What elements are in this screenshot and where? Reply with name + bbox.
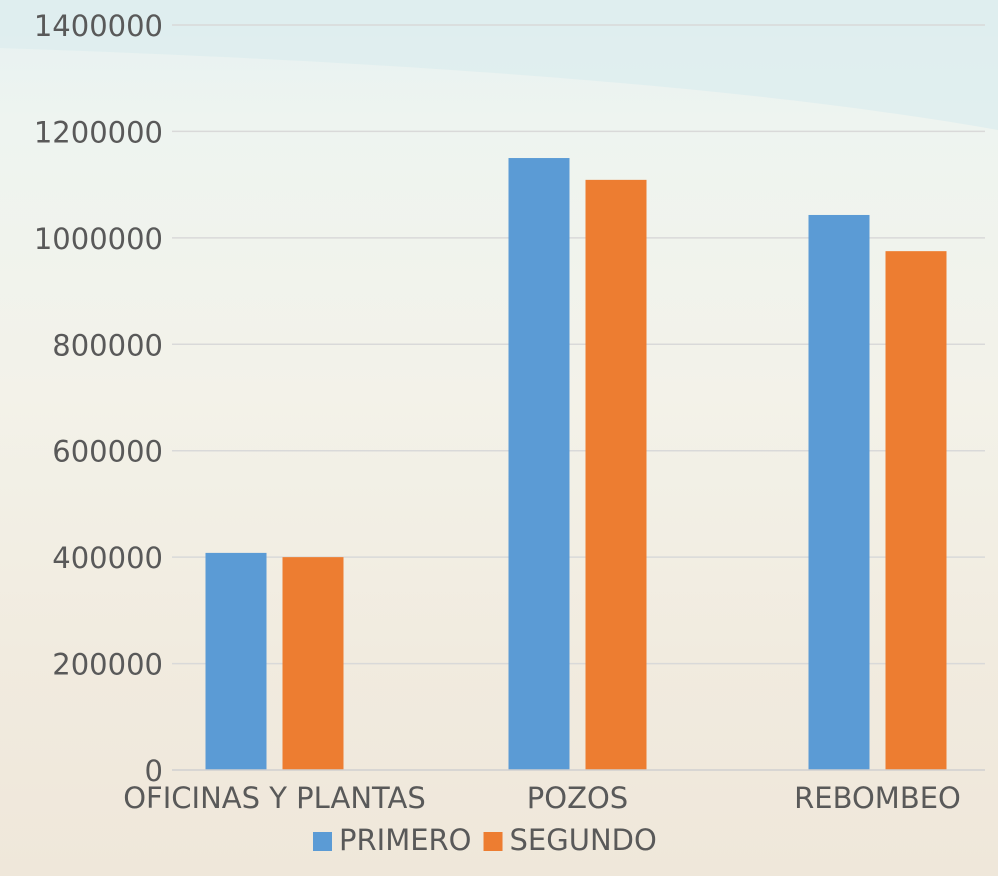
legend-label-primero: PRIMERO bbox=[339, 823, 472, 857]
x-category-label: REBOMBEO bbox=[794, 781, 961, 815]
x-axis-categories: OFICINAS Y PLANTAS POZOS REBOMBEO bbox=[123, 781, 961, 815]
bar-segundo-2 bbox=[885, 251, 947, 771]
y-tick-label: 400000 bbox=[52, 541, 163, 575]
legend-swatch-primero bbox=[313, 832, 332, 851]
y-tick-label: 1200000 bbox=[34, 115, 163, 149]
y-axis-ticks: 0 200000 400000 600000 800000 1000000 1200000 1… bbox=[34, 9, 163, 788]
bar-primero-1 bbox=[508, 158, 570, 771]
bar-primero-0 bbox=[205, 552, 267, 770]
bar-segundo-1 bbox=[585, 179, 647, 770]
y-tick-label: 1000000 bbox=[34, 222, 163, 256]
y-tick-label: 0 bbox=[145, 754, 163, 788]
y-tick-label: 1400000 bbox=[34, 9, 163, 43]
bars bbox=[205, 158, 947, 771]
legend: PRIMERO SEGUNDO bbox=[313, 823, 657, 857]
x-category-label: POZOS bbox=[527, 781, 628, 815]
y-tick-label: 600000 bbox=[52, 435, 163, 469]
legend-label-segundo: SEGUNDO bbox=[510, 823, 657, 857]
bar-segundo-0 bbox=[282, 557, 344, 770]
x-category-label: OFICINAS Y PLANTAS bbox=[123, 781, 426, 815]
bar-primero-2 bbox=[808, 214, 870, 771]
legend-swatch-segundo bbox=[483, 832, 503, 851]
y-tick-label: 800000 bbox=[52, 328, 163, 362]
y-tick-label: 200000 bbox=[52, 648, 163, 682]
